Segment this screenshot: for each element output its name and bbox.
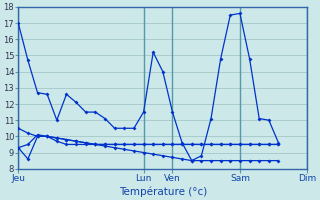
- X-axis label: Température (°c): Température (°c): [119, 186, 207, 197]
